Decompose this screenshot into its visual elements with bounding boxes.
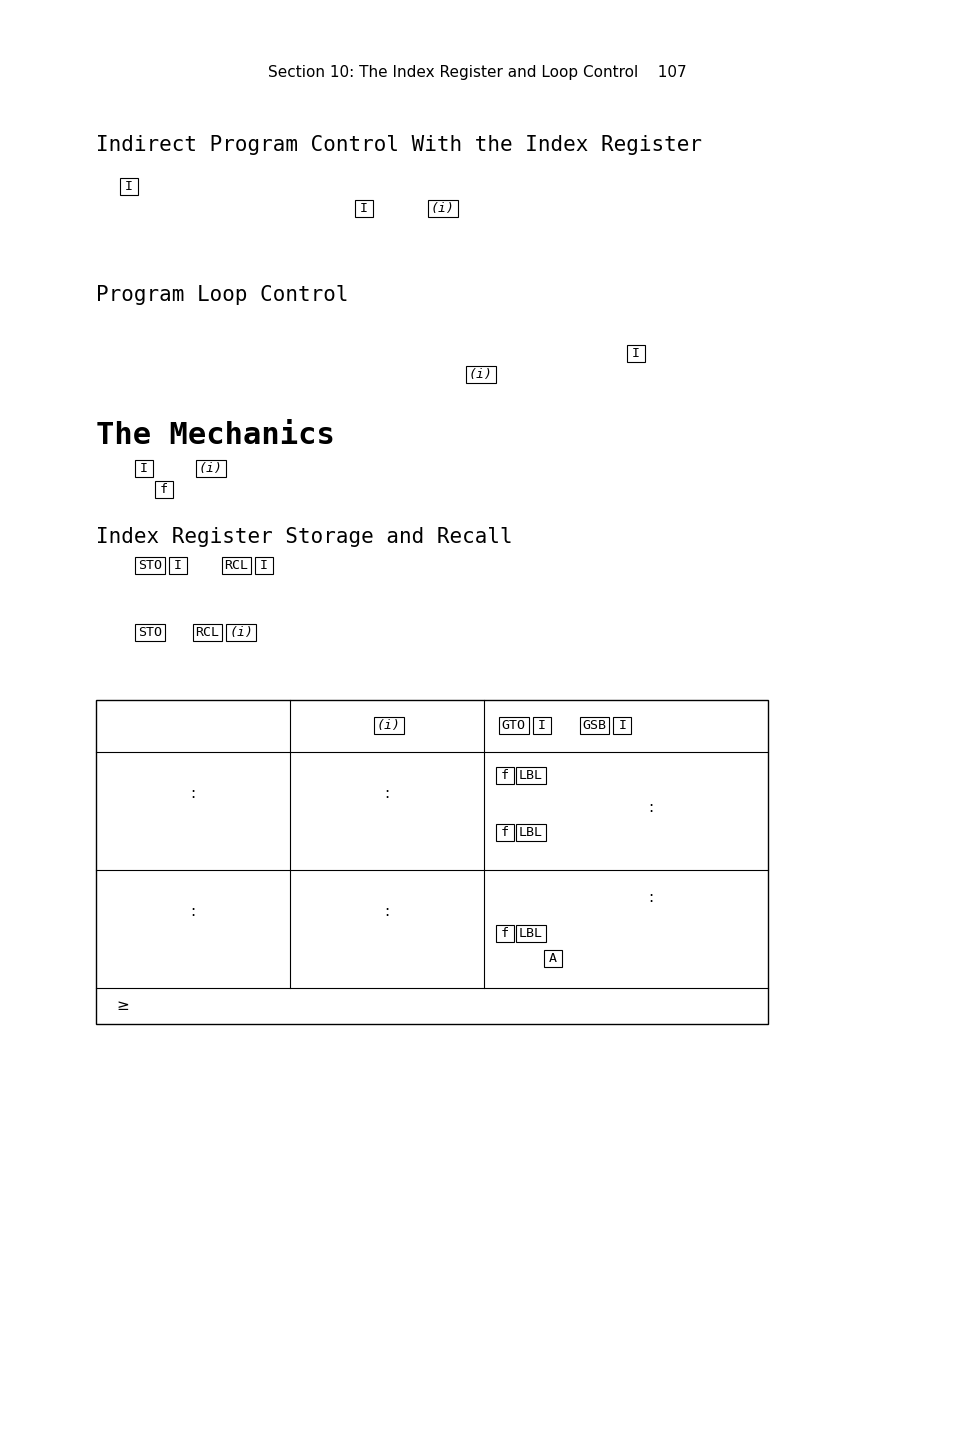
Text: I: I [359, 202, 368, 215]
Text: A: A [548, 952, 557, 965]
Text: :: : [648, 799, 653, 815]
Text: RCL: RCL [224, 560, 248, 573]
Text: GSB: GSB [582, 719, 606, 732]
Text: Indirect Program Control With the Index Register: Indirect Program Control With the Index … [96, 135, 701, 155]
Bar [516, 925, 545, 942]
Text: GTO: GTO [501, 719, 525, 732]
Text: RCL: RCL [195, 626, 219, 639]
Bar [135, 624, 165, 642]
Text: (i): (i) [468, 368, 493, 381]
Text: LBL: LBL [518, 826, 542, 839]
Bar [96, 700, 767, 1024]
Text: I: I [537, 719, 545, 732]
Text: I: I [618, 719, 625, 732]
Bar [516, 823, 545, 842]
Bar [135, 460, 152, 477]
Text: I: I [125, 180, 132, 193]
Bar [579, 717, 609, 735]
Bar [543, 949, 561, 968]
Text: Index Register Storage and Recall: Index Register Storage and Recall [96, 527, 512, 547]
Bar [496, 768, 514, 785]
Bar [221, 557, 251, 574]
Bar [613, 717, 631, 735]
Text: (i): (i) [431, 202, 455, 215]
Text: (i): (i) [198, 463, 223, 475]
Text: (i): (i) [376, 719, 400, 732]
Text: Program Loop Control: Program Loop Control [96, 285, 348, 305]
Bar [355, 200, 373, 218]
Bar [135, 557, 165, 574]
Text: LBL: LBL [518, 769, 542, 782]
Text: :: : [384, 905, 389, 919]
Bar [516, 768, 545, 785]
Bar [255, 557, 273, 574]
Text: f: f [500, 826, 508, 839]
Bar [498, 717, 528, 735]
Text: f: f [500, 927, 508, 941]
Bar [496, 925, 514, 942]
Text: I: I [173, 560, 181, 573]
Text: :: : [384, 786, 389, 802]
Text: :: : [648, 891, 653, 905]
Bar [193, 624, 222, 642]
Text: :: : [191, 786, 195, 802]
Text: f: f [500, 769, 508, 782]
Bar [496, 823, 514, 842]
Bar [154, 481, 172, 498]
Bar [374, 717, 403, 735]
Text: Section 10: The Index Register and Loop Control    107: Section 10: The Index Register and Loop … [268, 64, 685, 80]
Text: I: I [631, 347, 639, 361]
Text: STO: STO [137, 560, 162, 573]
Text: LBL: LBL [518, 927, 542, 941]
Text: The Mechanics: The Mechanics [96, 421, 335, 450]
Bar [195, 460, 226, 477]
Text: f: f [160, 483, 168, 497]
Text: ≥: ≥ [116, 998, 129, 1014]
Bar [465, 367, 496, 384]
Bar [532, 717, 550, 735]
Bar [226, 624, 255, 642]
Text: I: I [260, 560, 268, 573]
Text: STO: STO [137, 626, 162, 639]
Bar [120, 178, 138, 195]
Text: I: I [140, 463, 148, 475]
Text: :: : [191, 905, 195, 919]
Text: (i): (i) [229, 626, 253, 639]
Bar [169, 557, 187, 574]
Bar [428, 200, 457, 218]
Bar [626, 345, 644, 362]
